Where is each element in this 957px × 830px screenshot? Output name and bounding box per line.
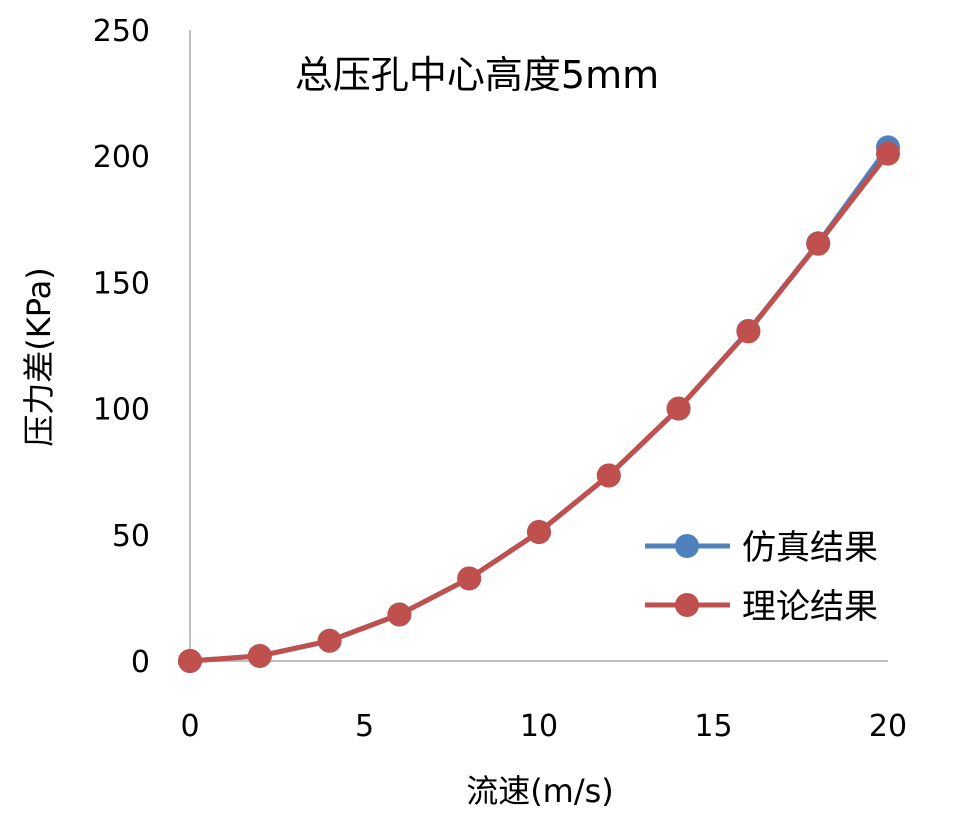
data-point bbox=[736, 319, 761, 344]
series-line bbox=[189, 145, 891, 664]
x-tick-label: 5 bbox=[355, 709, 374, 744]
y-tick-label: 150 bbox=[93, 266, 150, 301]
y-tick-label: 50 bbox=[112, 519, 150, 554]
data-point bbox=[666, 396, 691, 421]
series-line bbox=[189, 152, 890, 664]
data-point bbox=[806, 231, 831, 256]
x-tick-label: 0 bbox=[180, 709, 199, 744]
legend: 仿真结果 理论结果 bbox=[645, 528, 878, 627]
x-tick-label: 15 bbox=[694, 709, 732, 744]
legend-item-theory: 理论结果 bbox=[645, 587, 878, 627]
data-point bbox=[876, 141, 900, 166]
x-tick-label: 10 bbox=[520, 709, 558, 744]
y-tick-labels: 0 50 100 150 200 250 bbox=[93, 14, 150, 680]
y-tick-label: 100 bbox=[93, 393, 150, 428]
y-axis-title: 压力差(KPa) bbox=[20, 267, 58, 446]
x-tick-label: 20 bbox=[869, 709, 907, 744]
x-tick-labels: 0 5 10 15 20 bbox=[180, 709, 907, 744]
series-layer bbox=[178, 135, 900, 673]
data-point bbox=[178, 649, 202, 673]
axes bbox=[189, 30, 888, 662]
y-tick-label: 250 bbox=[93, 14, 150, 49]
data-point bbox=[387, 602, 412, 627]
chart-title: 总压孔中心高度5mm bbox=[295, 53, 659, 97]
y-tick-label: 200 bbox=[93, 140, 150, 175]
legend-item-simulation: 仿真结果 bbox=[645, 528, 878, 568]
x-axis-title: 流速(m/s) bbox=[466, 772, 614, 810]
data-point bbox=[457, 566, 482, 591]
series-1 bbox=[178, 141, 900, 673]
legend-swatch-marker-simulation bbox=[675, 534, 699, 558]
legend-swatch-marker-theory bbox=[675, 593, 699, 617]
data-point bbox=[527, 520, 551, 545]
legend-label-simulation: 仿真结果 bbox=[742, 528, 878, 568]
data-point bbox=[317, 628, 342, 653]
data-point bbox=[596, 463, 621, 488]
legend-label-theory: 理论结果 bbox=[742, 587, 878, 627]
y-tick-label: 0 bbox=[131, 645, 150, 680]
data-point bbox=[247, 643, 272, 668]
